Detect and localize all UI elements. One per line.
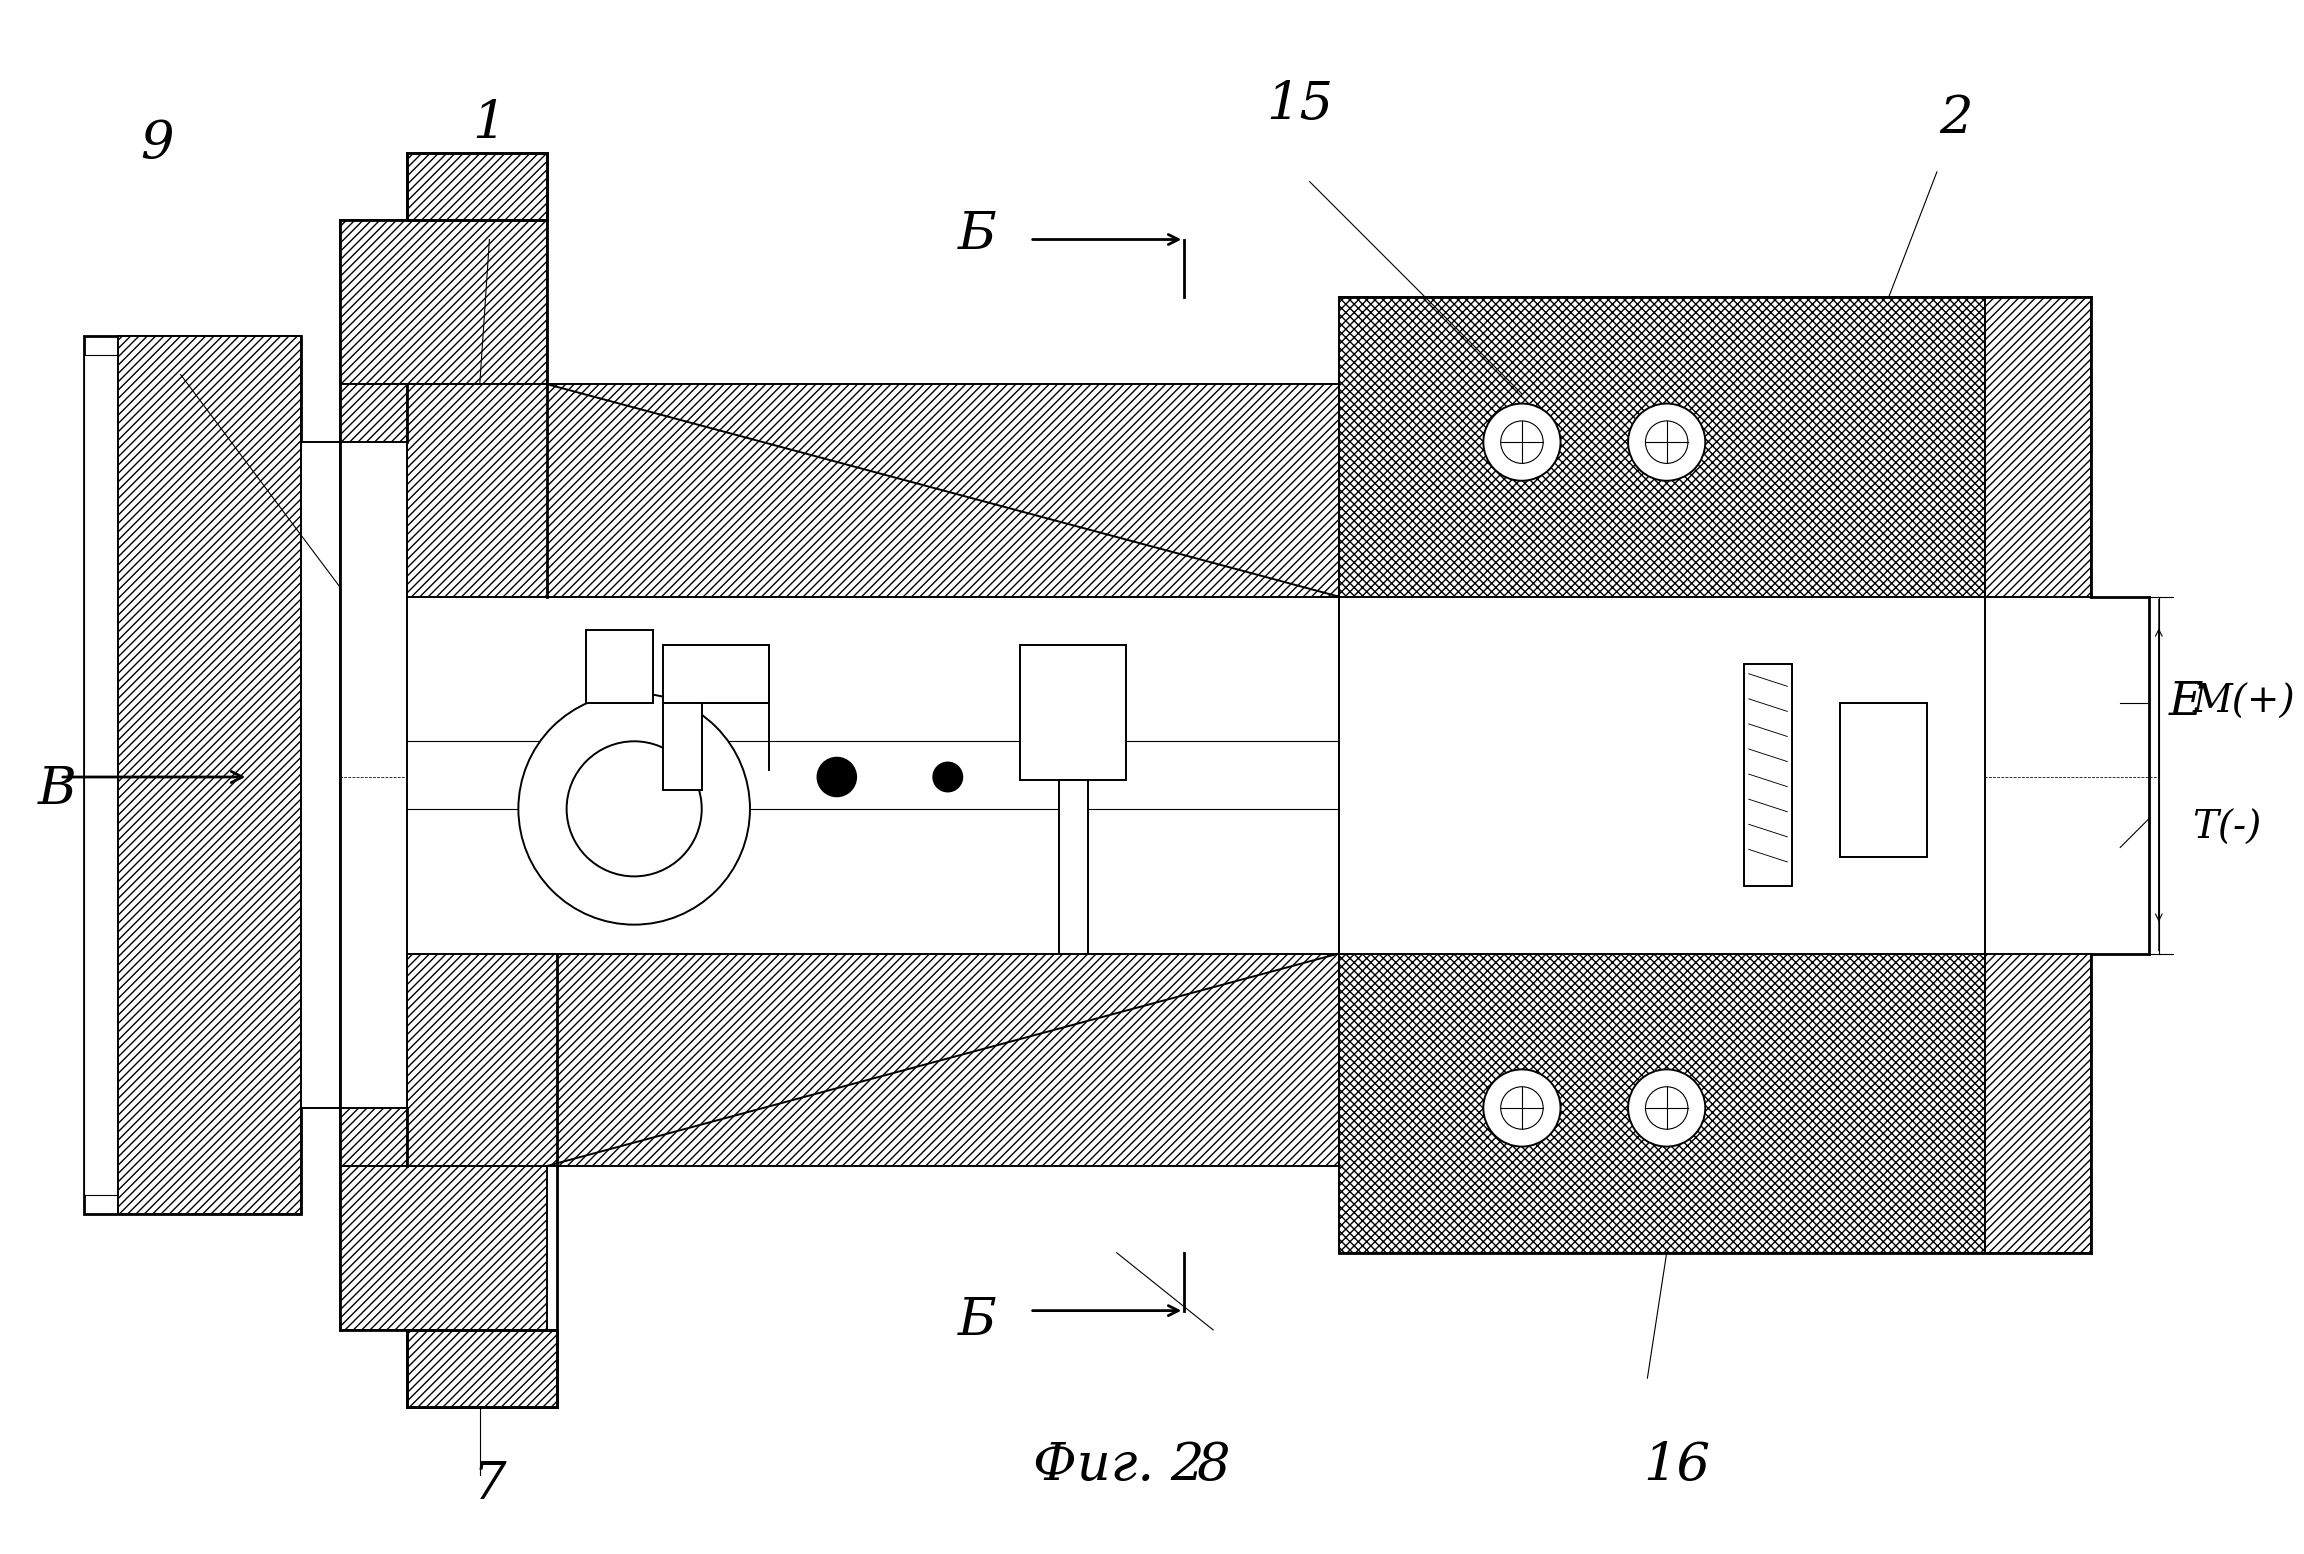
Circle shape: [933, 763, 963, 791]
Bar: [302, 443, 341, 1108]
Bar: [118, 336, 302, 1214]
Bar: [341, 221, 548, 384]
Bar: [408, 597, 1339, 954]
Bar: [1986, 954, 2092, 1253]
Bar: [408, 152, 548, 221]
Text: 8: 8: [1196, 1439, 1230, 1490]
Circle shape: [1645, 421, 1689, 463]
Bar: [1841, 702, 1926, 858]
Text: E: E: [2168, 681, 2203, 726]
Circle shape: [1500, 421, 1544, 463]
Bar: [1339, 597, 1986, 954]
Circle shape: [1484, 1069, 1560, 1147]
Bar: [85, 356, 118, 1195]
Circle shape: [567, 741, 703, 876]
Bar: [1021, 645, 1127, 780]
Text: 16: 16: [1643, 1439, 1710, 1490]
Circle shape: [1629, 1069, 1705, 1147]
Bar: [1339, 297, 1986, 597]
Bar: [341, 1108, 408, 1166]
Bar: [664, 702, 703, 789]
Text: Б: Б: [958, 1294, 995, 1346]
Text: 15: 15: [1267, 79, 1334, 131]
Bar: [85, 336, 302, 1214]
Text: 1: 1: [472, 98, 507, 149]
Bar: [1339, 597, 1426, 654]
Circle shape: [818, 758, 857, 796]
Bar: [408, 384, 1339, 597]
Bar: [1744, 664, 1793, 886]
Bar: [341, 384, 408, 443]
Bar: [1339, 895, 1426, 954]
Circle shape: [1484, 404, 1560, 480]
Circle shape: [1500, 1086, 1544, 1130]
Circle shape: [1629, 404, 1705, 480]
Text: Б: Б: [958, 210, 995, 260]
Circle shape: [1645, 1086, 1689, 1130]
Text: 9: 9: [141, 118, 173, 168]
Bar: [1339, 954, 1986, 1253]
Bar: [408, 1330, 558, 1406]
Bar: [585, 631, 654, 702]
Text: Фиг. 2: Фиг. 2: [1032, 1439, 1205, 1490]
Bar: [1986, 297, 2092, 597]
Bar: [341, 1166, 548, 1330]
Bar: [664, 645, 770, 702]
Text: 7: 7: [472, 1459, 507, 1510]
Text: В: В: [37, 765, 76, 814]
Text: Т(-): Т(-): [2193, 810, 2263, 847]
Text: М(+): М(+): [2193, 684, 2295, 721]
Bar: [408, 954, 1339, 1166]
Text: 2: 2: [1940, 93, 1972, 145]
Bar: [1060, 780, 1087, 954]
Circle shape: [518, 693, 751, 925]
